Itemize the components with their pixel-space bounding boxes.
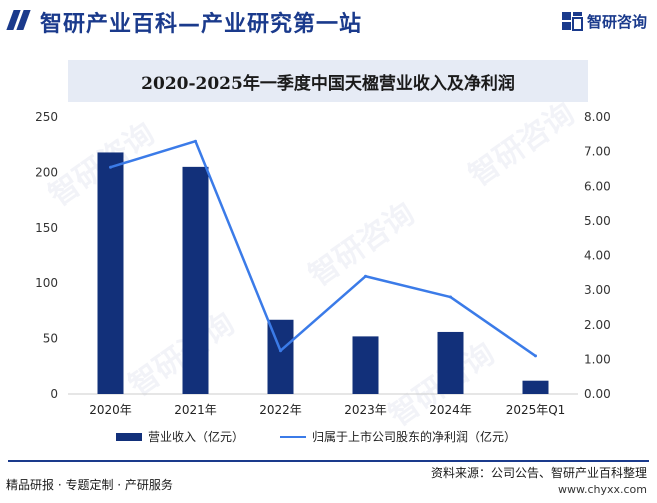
x-tick-label: 2025年Q1 [506, 403, 566, 417]
point-net-profit [109, 165, 112, 169]
chart-area: 0 50 100 150 200 250 0.00 1.00 2.00 3.00 4.00 5.00 6… [35, 110, 611, 417]
brand-logo-icon [561, 12, 583, 31]
chart-title-band: 2020-2025年一季度中国天楹营业收入及净利润 [68, 60, 588, 102]
y-right-tick-label: 5.00 [584, 214, 611, 228]
legend-label-profit: 归属于上市公司股东的净利润（亿元） [312, 430, 517, 444]
x-tick-label: 2022年 [259, 403, 302, 417]
legend-item-profit[interactable]: 归属于上市公司股东的净利润（亿元） [280, 428, 516, 445]
y-right-tick-label: 0.00 [584, 387, 611, 401]
y-right-tick-label: 1.00 [584, 352, 611, 366]
y-right-tick-label: 6.00 [584, 179, 611, 193]
legend-swatch-bar [116, 432, 142, 441]
brand-logo[interactable]: 智研咨询 [561, 10, 647, 32]
bar-revenue [97, 152, 124, 394]
brand-name: 智研咨询 [586, 12, 647, 31]
bar-revenue [352, 336, 379, 394]
line-net-profit [110, 139, 537, 357]
footer-url[interactable]: www.chyxx.com [557, 483, 647, 496]
y-right-tick-label: 4.00 [584, 249, 611, 263]
y-right-tick-label: 7.00 [584, 145, 611, 159]
footer-services: 精品研报 · 专题定制 · 产研服务 [6, 478, 173, 492]
y-left-tick-label: 100 [35, 276, 58, 290]
x-tick-label: 2020年 [89, 403, 132, 417]
bar-revenue [437, 331, 464, 394]
point-net-profit [449, 295, 452, 299]
page-footer: 精品研报 · 专题定制 · 产研服务 资料来源：公司公告、智研产业百科整理 ww… [0, 460, 657, 503]
legend-label-revenue: 营业收入（亿元） [148, 430, 245, 444]
y-left-tick-label: 50 [43, 332, 58, 346]
y-left-tick-label: 200 [35, 165, 58, 179]
chart-legend: 营业收入（亿元） 归属于上市公司股东的净利润（亿元） [0, 428, 657, 448]
y-left-tick-label: 150 [35, 221, 58, 235]
y-left-tick-label: 0 [50, 387, 58, 401]
footer-source: 资料来源：公司公告、智研产业百科整理 [430, 466, 647, 480]
header-title: 智研产业百科—产业研究第一站 [40, 12, 363, 37]
y-right-tick-label: 2.00 [584, 318, 611, 332]
x-tick-label: 2023年 [344, 403, 387, 417]
point-net-profit [279, 349, 282, 353]
y-left-tick-label: 250 [35, 110, 58, 124]
legend-swatch-line [280, 435, 306, 438]
x-tick-label: 2021年 [174, 403, 217, 417]
footer-divider [8, 460, 649, 462]
bar-revenue [522, 380, 549, 394]
y-right-tick-label: 8.00 [584, 110, 611, 124]
y-right-tick-label: 3.00 [584, 283, 611, 297]
legend-item-revenue[interactable]: 营业收入（亿元） [116, 428, 244, 445]
point-net-profit [534, 354, 537, 358]
bar-revenue [182, 166, 209, 394]
page-header: 智研产业百科—产业研究第一站 智研咨询 [0, 0, 657, 42]
point-net-profit [364, 274, 367, 278]
point-net-profit [194, 139, 197, 143]
chart-title: 2020-2025年一季度中国天楹营业收入及净利润 [141, 73, 515, 94]
x-tick-label: 2024年 [429, 403, 472, 417]
